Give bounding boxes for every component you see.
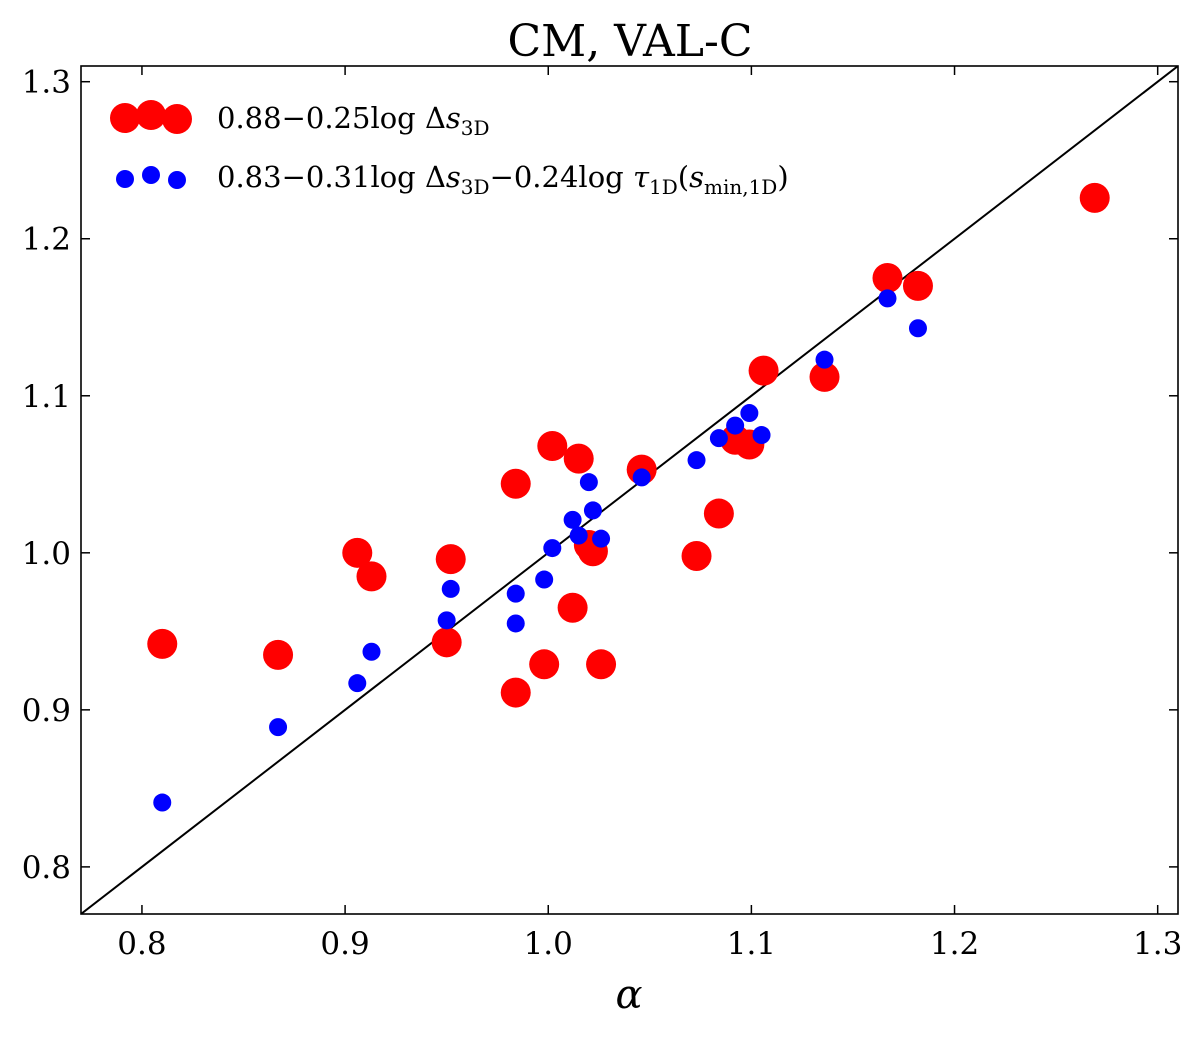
blue-point xyxy=(269,718,288,737)
legend-marker-red-3 xyxy=(162,104,192,134)
red-point xyxy=(557,592,588,623)
blue-point xyxy=(441,579,460,598)
red-point xyxy=(681,540,712,571)
red-point xyxy=(356,561,387,592)
red-point xyxy=(342,537,373,568)
red-point xyxy=(537,431,568,462)
blue-point xyxy=(815,350,834,369)
blue-point xyxy=(908,319,927,338)
svg-text:0.83−0.31log Δs3D−0.24log τ1D(: 0.83−0.31log Δs3D−0.24log τ1D(smin,1D) xyxy=(217,160,789,199)
y-tick-label: 0.9 xyxy=(22,693,71,729)
legend-label-blue-main2: −0.24log xyxy=(490,160,633,194)
legend-label-red-main: 0.88−0.25log Δ xyxy=(217,101,446,135)
plot-frame xyxy=(80,65,1179,915)
x-tick-label: 0.9 xyxy=(320,926,369,962)
legend-label-blue-sub3: min,1D xyxy=(704,175,777,199)
x-tick-label: 1.3 xyxy=(1133,926,1182,962)
chart-title: CM, VAL-C xyxy=(507,16,752,67)
legend-label-blue-var3: s xyxy=(689,160,704,194)
blue-point xyxy=(569,526,588,545)
identity-line xyxy=(81,66,1178,914)
blue-point xyxy=(579,473,598,492)
blue-point xyxy=(687,451,706,470)
red-point xyxy=(809,361,840,392)
blue-point xyxy=(543,539,562,558)
red-point xyxy=(431,627,462,658)
legend-label-blue-var1: s xyxy=(446,160,461,194)
blue-point xyxy=(506,584,525,603)
red-point xyxy=(147,628,178,659)
blue-point xyxy=(726,416,745,435)
legend-entry-red: 0.88−0.25log Δs3D xyxy=(110,100,490,140)
red-point xyxy=(500,677,531,708)
legend-label-blue-var2: τ xyxy=(633,160,650,194)
legend-label-red-var: s xyxy=(446,101,461,135)
legend-label-blue-paren-open: ( xyxy=(678,160,689,194)
legend-marker-red-1 xyxy=(110,103,140,133)
red-point xyxy=(263,639,294,670)
legend-marker-blue-2 xyxy=(142,166,160,184)
x-tick-label: 1.0 xyxy=(524,926,573,962)
x-tick-label: 1.1 xyxy=(727,926,776,962)
legend-label-blue-main1: 0.83−0.31log Δ xyxy=(217,160,446,194)
blue-point xyxy=(362,642,381,661)
x-axis-label: α xyxy=(615,972,642,1018)
legend-label-blue-paren-close: ) xyxy=(777,160,788,194)
blue-point xyxy=(563,510,582,529)
tick-layer: 0.8 0.9 1.0 1.1 1.2 1.3 0.8 0.9 1.0 1.1 1.2 1.3 xyxy=(22,65,1183,962)
blue-point xyxy=(506,614,525,633)
legend-marker-red-2 xyxy=(136,100,166,130)
legend-label-blue-sub2: 1D xyxy=(649,175,678,199)
series-red xyxy=(147,182,1110,708)
blue-point xyxy=(437,611,456,630)
blue-point xyxy=(632,468,651,487)
blue-point xyxy=(583,501,602,520)
legend-label-red-sub: 3D xyxy=(461,116,490,140)
legend-entry-blue: 0.83−0.31log Δs3D−0.24log τ1D(smin,1D) xyxy=(116,160,789,199)
y-tick-label: 1.3 xyxy=(22,65,71,101)
red-point xyxy=(529,649,560,680)
legend-label-blue-sub1: 3D xyxy=(461,175,490,199)
x-tick-label: 1.2 xyxy=(930,926,979,962)
red-point xyxy=(872,263,903,293)
blue-point xyxy=(592,529,611,548)
red-point xyxy=(586,649,617,680)
y-tick-label: 1.2 xyxy=(22,222,71,258)
series-blue xyxy=(153,289,927,812)
red-point xyxy=(703,498,734,529)
y-tick-label: 1.0 xyxy=(22,536,71,572)
legend-marker-blue-1 xyxy=(116,170,134,188)
red-point xyxy=(902,270,933,301)
red-point xyxy=(1079,182,1110,213)
reference-line-layer xyxy=(81,66,1178,914)
red-point xyxy=(435,544,466,575)
red-point xyxy=(563,443,594,474)
red-point xyxy=(500,468,531,499)
svg-text:0.88−0.25log Δs3D: 0.88−0.25log Δs3D xyxy=(217,101,490,140)
legend: 0.88−0.25log Δs3D 0.83−0.31log Δs3D−0.24… xyxy=(110,100,789,199)
blue-point xyxy=(348,674,367,693)
blue-point xyxy=(740,404,759,423)
legend-marker-blue-3 xyxy=(168,171,186,189)
blue-point xyxy=(709,429,728,448)
blue-point xyxy=(153,793,172,812)
series-layer xyxy=(147,182,1110,812)
y-tick-label: 0.8 xyxy=(22,850,71,886)
blue-point xyxy=(535,570,554,589)
x-tick-label: 0.8 xyxy=(117,926,166,962)
y-tick-label: 1.1 xyxy=(22,379,71,415)
red-point xyxy=(748,355,779,386)
blue-point xyxy=(878,289,897,308)
blue-point xyxy=(752,426,771,445)
